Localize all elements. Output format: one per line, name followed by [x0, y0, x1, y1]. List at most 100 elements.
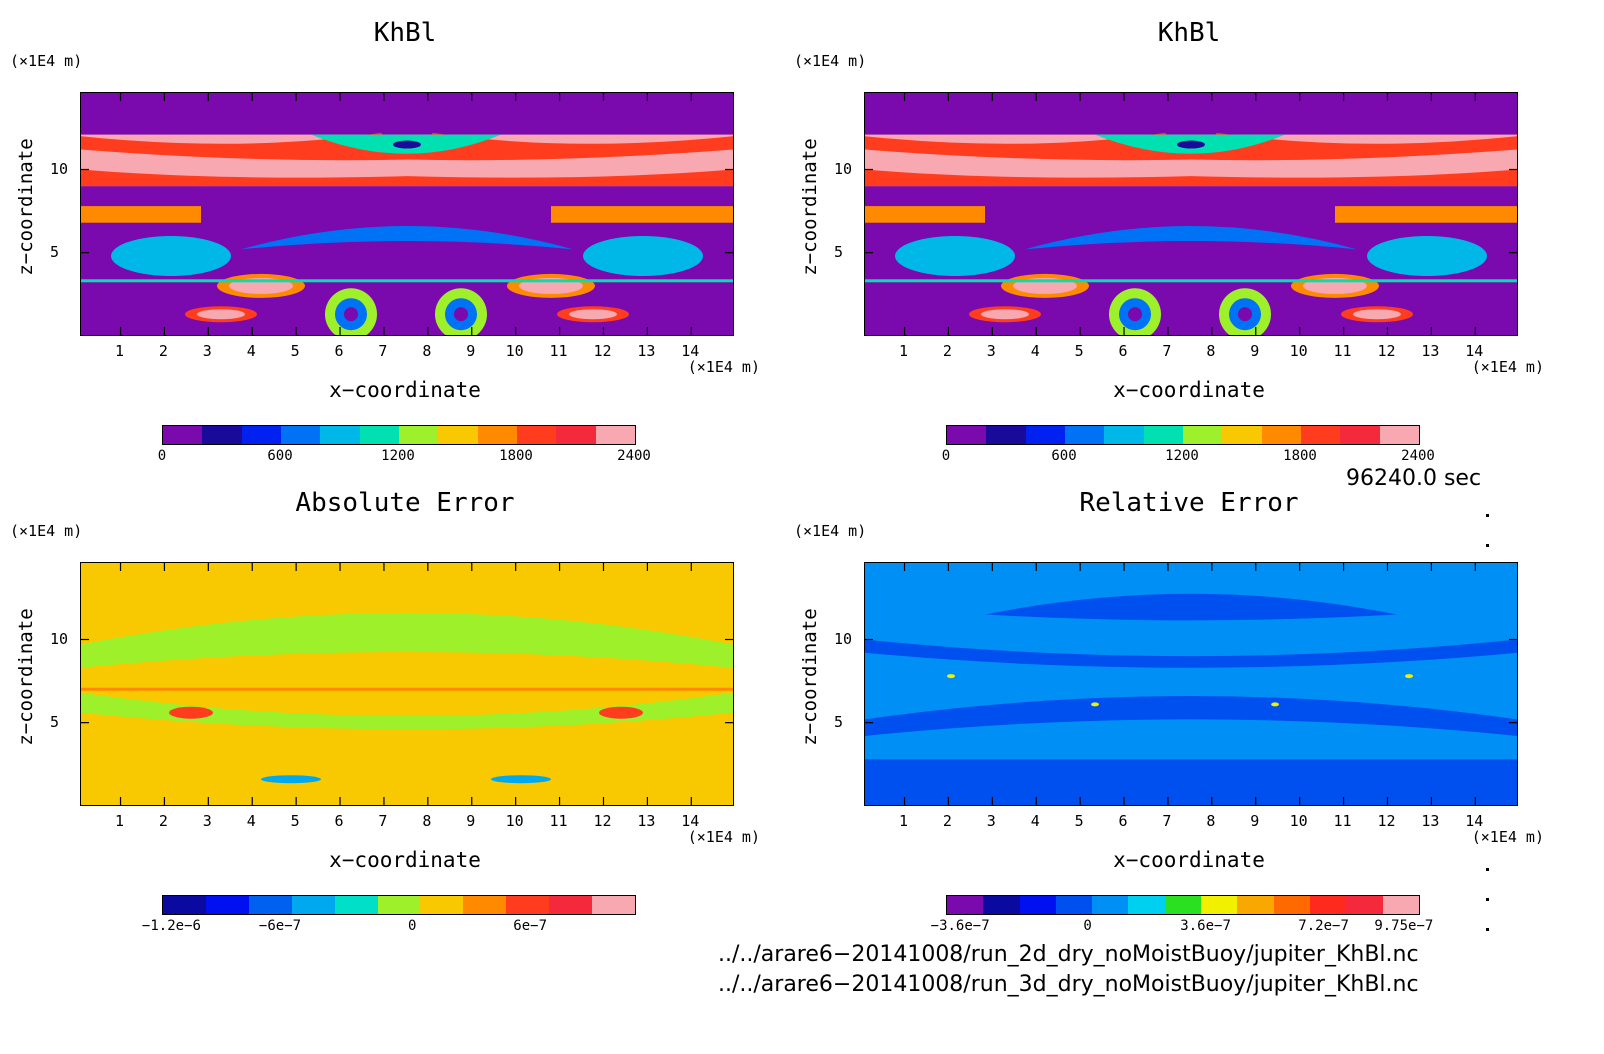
colorbar-swatch	[438, 426, 478, 444]
region-orange	[1335, 206, 1517, 223]
colorbar-swatch	[377, 896, 421, 914]
colorbar-swatch	[1104, 426, 1144, 444]
region-red	[81, 169, 733, 187]
x-tick-label: 12	[1377, 342, 1396, 360]
x-tick-label: 13	[637, 812, 656, 830]
y-axis-label: z−coordinate	[799, 138, 821, 276]
x-tick-label: 11	[549, 342, 568, 360]
x-tick-label: 14	[681, 342, 700, 360]
colorbar-label: 0	[1083, 918, 1092, 934]
y-tick-label: 10	[50, 629, 69, 648]
x-tick-label: 12	[593, 812, 612, 830]
x-tick-label: 11	[1333, 812, 1352, 830]
x-tick-label: 6	[334, 812, 344, 830]
plot-area	[80, 562, 734, 806]
chart-title: Relative Error	[1079, 488, 1299, 518]
x-tick-label: 9	[466, 342, 476, 360]
x-tick-label: 6	[1118, 342, 1128, 360]
region-red	[169, 706, 213, 719]
x-tick-label: 8	[1206, 342, 1216, 360]
x-tick-label: 2	[158, 812, 168, 830]
x-tick-label: 9	[466, 812, 476, 830]
region-orange	[81, 206, 201, 223]
x-tick-label: 7	[378, 342, 388, 360]
region-yellow	[947, 674, 955, 679]
colorbar-label: 0	[157, 448, 167, 464]
dot-marker	[1486, 898, 1489, 901]
x-tick-label: 8	[1206, 812, 1216, 830]
region-purple	[1128, 307, 1142, 322]
x-tick-label: 2	[158, 342, 168, 360]
time-label: 96240.0 sec	[1346, 466, 1482, 491]
region-blue	[111, 235, 231, 276]
colorbar	[946, 425, 1420, 445]
y-axis-label: z−coordinate	[15, 138, 37, 276]
x-tick-label: 6	[334, 342, 344, 360]
x-tick-label: 12	[593, 342, 612, 360]
colorbar-swatch	[986, 426, 1026, 444]
y-unit-label: (×1E4 m)	[794, 522, 867, 540]
colorbar-swatch	[1201, 896, 1238, 914]
region-blue	[865, 759, 1517, 805]
colorbar-swatch	[463, 896, 507, 914]
colorbar-swatch	[549, 896, 593, 914]
x-tick-label: 3	[202, 812, 212, 830]
colorbar-swatch	[1346, 896, 1383, 914]
y-tick-label: 10	[50, 159, 69, 178]
x-tick-label: 5	[290, 342, 300, 360]
file-path-2: ../../arare6−20141008/run_3d_dry_noMoist…	[718, 972, 1419, 997]
panel-absolute-error: Absolute Error (×1E4 m) (×1E4 m) x−coordina…	[0, 470, 780, 950]
colorbar-swatch	[947, 426, 987, 444]
colorbar-swatch	[291, 896, 335, 914]
region-blue	[895, 235, 1015, 276]
colorbar	[162, 895, 636, 915]
x-tick-label: 2	[942, 812, 952, 830]
x-tick-label: 8	[422, 342, 432, 360]
plot-area	[864, 92, 1518, 336]
colorbar-label: 6e−7	[513, 918, 548, 934]
colorbar-swatch	[163, 426, 203, 444]
colorbar-swatch	[1379, 426, 1419, 444]
x-tick-label: 11	[549, 812, 568, 830]
region-blue	[865, 639, 1517, 668]
panel-relative-error: Relative Error (×1E4 m) (×1E4 m) x−coordina…	[784, 470, 1564, 950]
region-blue	[1025, 226, 1357, 250]
region-dark-blue	[1177, 140, 1205, 149]
x-axis-label: x−coordinate	[329, 848, 481, 872]
y-tick-label: 5	[50, 712, 60, 731]
colorbar-swatch	[1300, 426, 1341, 444]
file-path-1: ../../arare6−20141008/run_2d_dry_noMoist…	[718, 942, 1419, 967]
region-green	[81, 692, 733, 730]
x-tick-label: 7	[1162, 812, 1172, 830]
x-tick-label: 14	[681, 812, 700, 830]
x-tick-label: 1	[898, 812, 909, 830]
x-tick-label: 3	[986, 812, 996, 830]
plot-area	[864, 562, 1518, 806]
colorbar-swatch	[1164, 896, 1202, 914]
colorbar-swatch	[516, 426, 557, 444]
contour-field	[81, 563, 733, 805]
x-axis-label: x−coordinate	[329, 378, 481, 402]
x-tick-label: 11	[1333, 342, 1352, 360]
region-blue	[985, 593, 1397, 621]
region-red	[599, 706, 643, 719]
region-orange	[865, 206, 985, 223]
x-axis-label: x−coordinate	[1113, 378, 1265, 402]
x-unit-label: (×1E4 m)	[1471, 828, 1544, 846]
region-green	[81, 612, 733, 668]
contour-field	[865, 93, 1517, 335]
x-tick-label: 10	[505, 342, 524, 360]
colorbar-label: 3.6e−7	[1180, 918, 1231, 934]
region-blue	[261, 775, 321, 784]
colorbar-label: 0	[941, 448, 951, 464]
region-red	[865, 169, 1517, 187]
colorbar-swatch	[556, 426, 596, 444]
region-purple	[1238, 307, 1252, 322]
x-tick-label: 6	[1118, 812, 1128, 830]
colorbar-swatch	[1064, 426, 1105, 444]
x-tick-label: 14	[1465, 812, 1484, 830]
colorbar-swatch	[241, 426, 281, 444]
region-yellow	[1271, 702, 1279, 707]
x-tick-label: 5	[1074, 342, 1084, 360]
x-tick-label: 4	[1030, 812, 1040, 830]
